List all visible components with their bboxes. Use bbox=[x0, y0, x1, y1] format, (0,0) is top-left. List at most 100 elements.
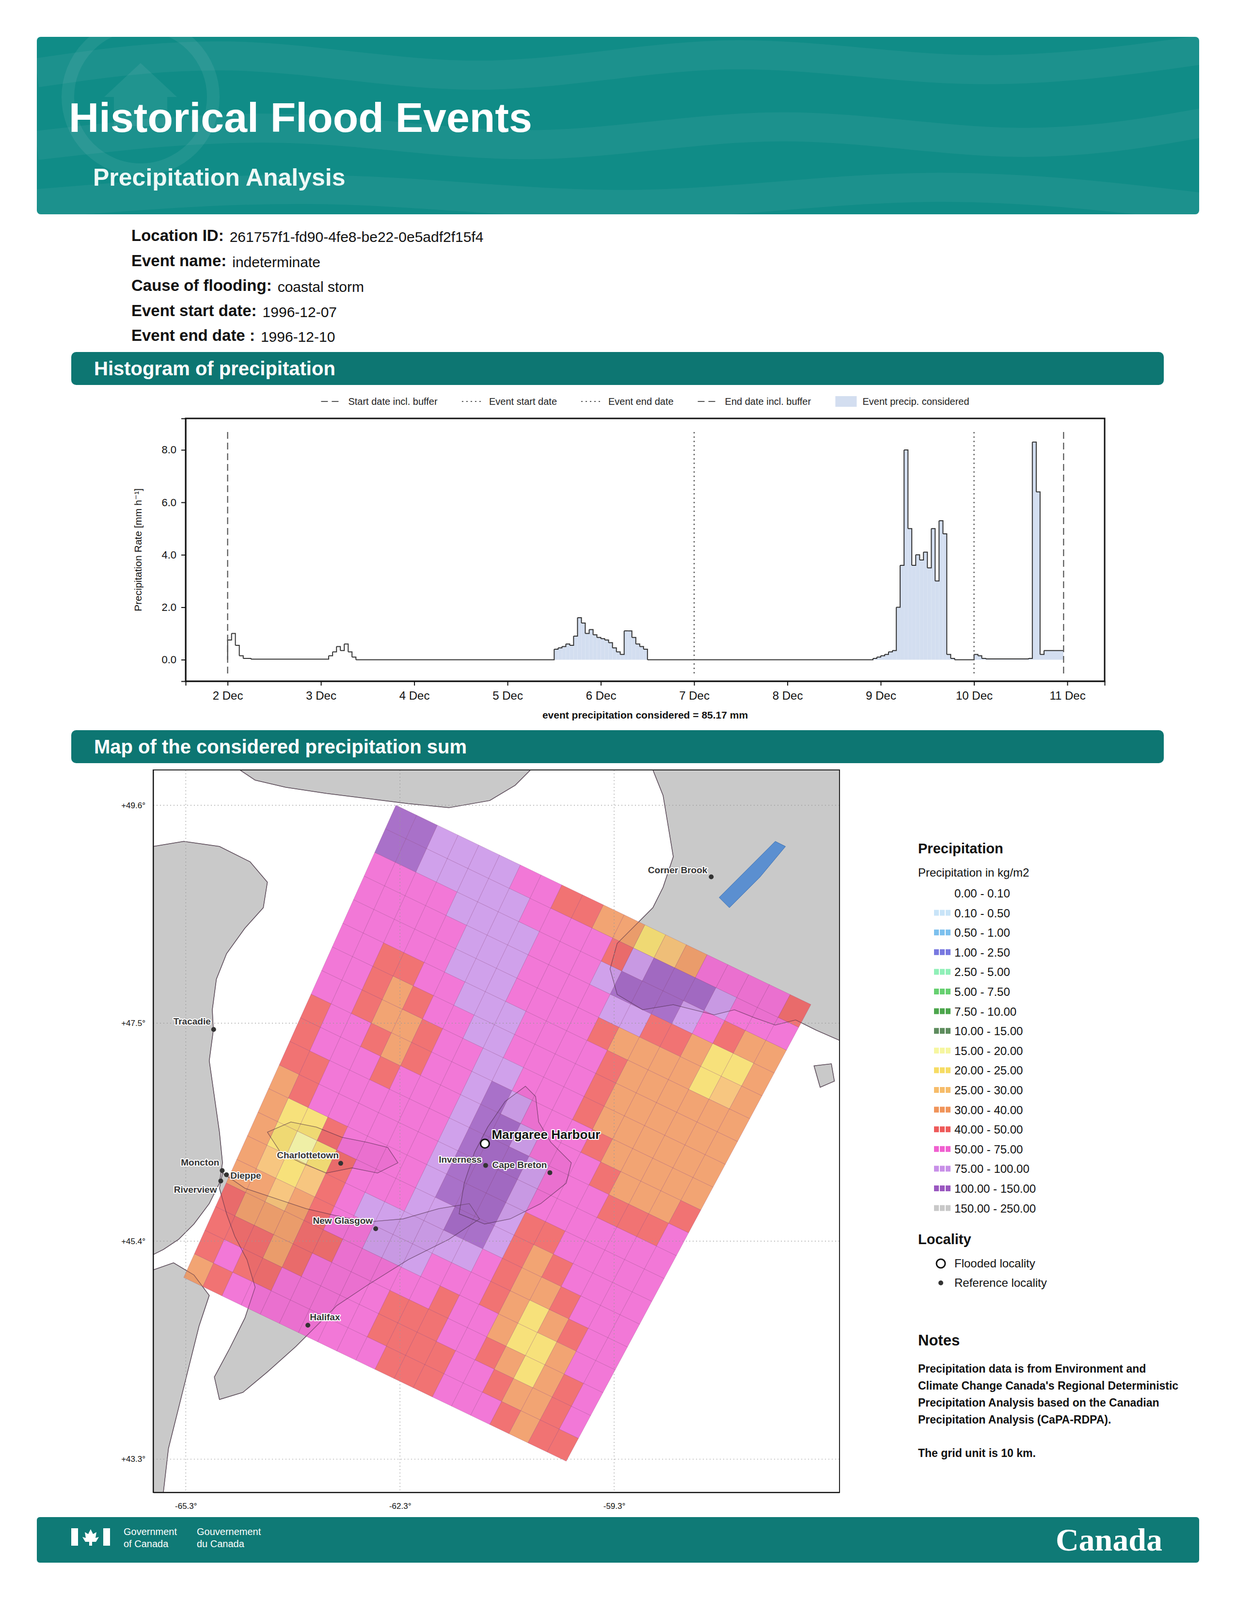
map-background bbox=[153, 769, 840, 1492]
graticule-line bbox=[185, 769, 187, 1492]
locality-marker bbox=[547, 1170, 553, 1175]
legend-swatch bbox=[945, 1145, 951, 1152]
legend-label: Event start date bbox=[489, 396, 557, 407]
legend-subtitle: Precipitation in kg/m2 bbox=[918, 865, 1030, 879]
locality-label: Charlottetown bbox=[276, 1149, 339, 1160]
considered-bar bbox=[974, 654, 979, 660]
rate-step bbox=[888, 650, 893, 652]
legend-swatch bbox=[939, 889, 945, 896]
legend-swatch bbox=[939, 968, 945, 975]
graticule-line bbox=[153, 804, 840, 806]
locality-marker bbox=[708, 874, 714, 880]
tick: 10 Dec bbox=[955, 681, 993, 702]
graticule-line bbox=[153, 1240, 840, 1241]
considered-bar bbox=[620, 654, 625, 660]
rate-step bbox=[950, 658, 955, 660]
considered-bar bbox=[581, 622, 586, 660]
tick: 9 Dec bbox=[865, 681, 897, 702]
section-title: Histogram of precipitation bbox=[94, 357, 336, 380]
rate-step bbox=[900, 449, 904, 566]
notes-paragraph: Precipitation data is from Environment a… bbox=[918, 1360, 1180, 1428]
rate-step bbox=[985, 658, 1029, 659]
notes-title: Notes bbox=[918, 1331, 960, 1349]
locality-marker bbox=[938, 1280, 944, 1285]
legend-swatch bbox=[945, 949, 951, 955]
rate-step bbox=[569, 635, 574, 646]
considered-bar bbox=[942, 533, 947, 660]
date-line bbox=[693, 431, 695, 675]
coastline bbox=[610, 769, 840, 1041]
considered-bar bbox=[880, 655, 885, 660]
considered-bar bbox=[628, 630, 633, 660]
legend-label: 7.50 - 10.00 bbox=[954, 1004, 1017, 1018]
tick: 2.0 bbox=[161, 601, 186, 614]
legend-swatch bbox=[945, 1008, 951, 1015]
considered-bar bbox=[888, 651, 893, 660]
legend-sample bbox=[835, 396, 857, 407]
legend-swatch bbox=[934, 1086, 939, 1093]
tick-mark bbox=[181, 554, 186, 556]
locality-marker bbox=[373, 1225, 379, 1231]
notes-paragraph: The grid unit is 10 km. bbox=[918, 1444, 1180, 1462]
tick: 7 Dec bbox=[679, 681, 710, 702]
rate-step bbox=[927, 528, 932, 568]
legend-label: 15.00 - 20.00 bbox=[954, 1044, 1023, 1058]
considered-bar bbox=[604, 639, 609, 660]
tick-mark bbox=[181, 659, 186, 661]
legend-entry: Event start date bbox=[461, 396, 557, 407]
legend-label: End date incl. buffer bbox=[725, 396, 812, 407]
flag-bar bbox=[103, 1527, 111, 1546]
legend-swatch bbox=[934, 889, 939, 896]
rate-step bbox=[628, 630, 633, 638]
considered-bar bbox=[1044, 650, 1064, 660]
coastline bbox=[267, 1121, 398, 1173]
rate-step bbox=[604, 639, 609, 643]
rate-step bbox=[635, 643, 640, 647]
legend-label: 40.00 - 50.00 bbox=[954, 1122, 1023, 1136]
x-axis-title: event precipitation considered = 85.17 m… bbox=[542, 709, 748, 721]
rate-step bbox=[612, 647, 617, 652]
legend-swatch bbox=[939, 929, 945, 935]
rate-step bbox=[581, 622, 586, 634]
tick: +43.3° bbox=[121, 1454, 154, 1464]
axis-line bbox=[153, 770, 155, 1493]
rate-step bbox=[355, 649, 555, 660]
rate-step bbox=[1028, 442, 1033, 659]
legend-swatch bbox=[939, 1125, 945, 1132]
considered-bar bbox=[601, 638, 605, 660]
tick-label: 9 Dec bbox=[865, 688, 897, 702]
locality-marker bbox=[219, 1167, 225, 1173]
tick: +45.4° bbox=[121, 1236, 154, 1246]
tick-mark bbox=[787, 681, 789, 686]
legend-swatch bbox=[939, 988, 945, 995]
y-axis: 0.02.04.06.08.0 bbox=[161, 418, 186, 682]
tick-label: 2.0 bbox=[161, 601, 177, 614]
considered-bar bbox=[896, 606, 901, 660]
land bbox=[239, 769, 531, 808]
legend-label: 20.00 - 25.00 bbox=[954, 1063, 1023, 1077]
rate-step bbox=[620, 630, 625, 655]
x-axis: 2 Dec3 Dec4 Dec5 Dec6 Dec7 Dec8 Dec9 Dec… bbox=[186, 681, 1106, 702]
graticule-line bbox=[153, 1458, 840, 1459]
map-frame bbox=[153, 769, 840, 1492]
map: -65.3°-62.3°-59.3°+43.3°+45.4°+47.5°+49.… bbox=[121, 769, 840, 1511]
rate-step bbox=[974, 654, 979, 656]
rate-step bbox=[934, 520, 939, 581]
legend-swatch bbox=[934, 1165, 939, 1172]
header-decoration bbox=[36, 36, 1200, 209]
considered-bar bbox=[915, 554, 920, 660]
legend-swatch bbox=[945, 1106, 951, 1113]
footer-text: Gouvernement bbox=[196, 1525, 262, 1537]
tick-label: 10 Dec bbox=[955, 688, 993, 702]
tick: +49.6° bbox=[121, 800, 154, 810]
locality-marker bbox=[218, 1178, 223, 1184]
tick-mark bbox=[181, 449, 186, 451]
considered-bar bbox=[931, 528, 935, 660]
considered-bar bbox=[635, 643, 640, 660]
tick: 5 Dec bbox=[492, 681, 523, 702]
info-label: Event end date : bbox=[131, 326, 255, 345]
rate-step bbox=[919, 552, 924, 560]
locality-label: Halifax bbox=[309, 1311, 341, 1322]
graticule bbox=[153, 769, 840, 1492]
footer-text: of Canada bbox=[123, 1537, 169, 1549]
